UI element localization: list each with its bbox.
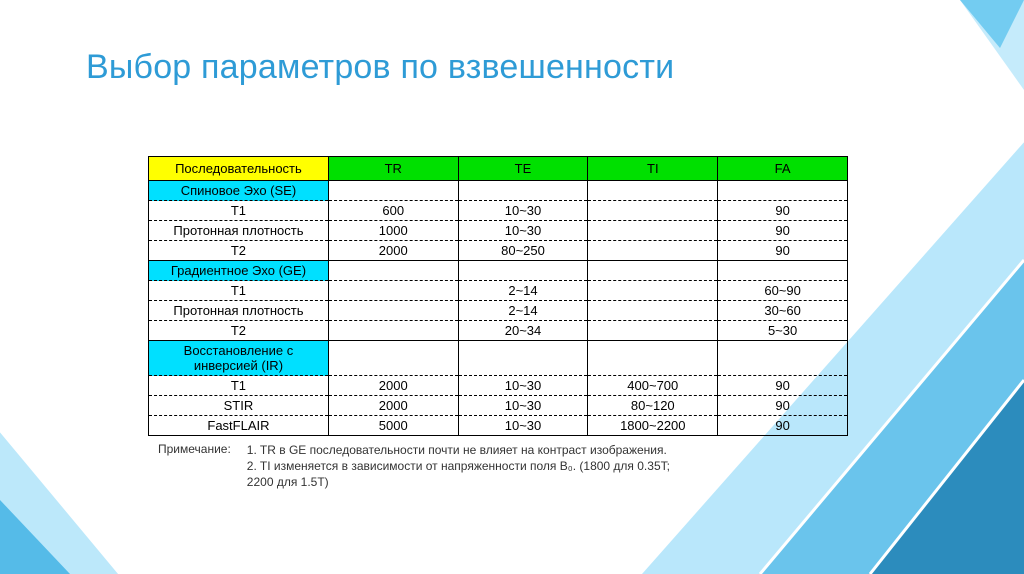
- cell-value: [588, 181, 718, 201]
- table-row: T160010~30 90: [149, 201, 848, 221]
- cell-value: 2~14: [458, 301, 588, 321]
- cell-value: [328, 341, 458, 376]
- table-row: T1200010~30400~70090: [149, 376, 848, 396]
- cell-sequence: Градиентное Эхо (GE): [149, 261, 329, 281]
- cell-value: 600: [328, 201, 458, 221]
- cell-value: [328, 261, 458, 281]
- table-row: Протонная плотность 2~14 30~60: [149, 301, 848, 321]
- cell-sequence: Восстановление с инверсией (IR): [149, 341, 329, 376]
- table-row: STIR200010~3080~12090: [149, 396, 848, 416]
- cell-value: [588, 321, 718, 341]
- cell-sequence: T1: [149, 281, 329, 301]
- cell-value: [588, 261, 718, 281]
- footnote-line-2: 2. TI изменяется в зависимости от напряж…: [247, 458, 848, 474]
- cell-value: [588, 301, 718, 321]
- cell-value: [588, 241, 718, 261]
- table-row: Градиентное Эхо (GE): [149, 261, 848, 281]
- cell-sequence: T2: [149, 321, 329, 341]
- cell-value: [588, 221, 718, 241]
- cell-value: 80~250: [458, 241, 588, 261]
- parameters-table: Последовательность TR TE TI FA Спиновое …: [148, 156, 848, 436]
- cell-value: 80~120: [588, 396, 718, 416]
- cell-value: 2~14: [458, 281, 588, 301]
- col-sequence: Последовательность: [149, 157, 329, 181]
- cell-value: [458, 261, 588, 281]
- cell-sequence: T1: [149, 376, 329, 396]
- cell-sequence: T1: [149, 201, 329, 221]
- footnote: Примечание: 1. TR в GE последовательност…: [148, 442, 848, 491]
- cell-value: 2000: [328, 376, 458, 396]
- cell-value: 10~30: [458, 376, 588, 396]
- cell-value: [588, 341, 718, 376]
- slide: Выбор параметров по взвешенности Последо…: [0, 0, 1024, 574]
- slide-title: Выбор параметров по взвешенности: [86, 48, 674, 87]
- cell-sequence: STIR: [149, 396, 329, 416]
- footnote-body: 1. TR в GE последовательности почти не в…: [247, 442, 848, 491]
- table-row: Спиновое Эхо (SE): [149, 181, 848, 201]
- table-row: T1 2~14 60~90: [149, 281, 848, 301]
- table-row: T2200080~250 90: [149, 241, 848, 261]
- footnote-line-1: 1. TR в GE последовательности почти не в…: [247, 442, 848, 458]
- cell-value: 10~30: [458, 396, 588, 416]
- table-header-row: Последовательность TR TE TI FA: [149, 157, 848, 181]
- cell-sequence: T2: [149, 241, 329, 261]
- cell-value: [458, 341, 588, 376]
- cell-value: [588, 281, 718, 301]
- cell-value: 10~30: [458, 221, 588, 241]
- cell-value: 90: [718, 201, 848, 221]
- col-tr: TR: [328, 157, 458, 181]
- cell-value: 60~90: [718, 281, 848, 301]
- cell-value: 5000: [328, 416, 458, 436]
- cell-value: 10~30: [458, 201, 588, 221]
- cell-sequence: FastFLAIR: [149, 416, 329, 436]
- col-te: TE: [458, 157, 588, 181]
- cell-sequence: Спиновое Эхо (SE): [149, 181, 329, 201]
- cell-value: 30~60: [718, 301, 848, 321]
- cell-value: 10~30: [458, 416, 588, 436]
- cell-value: [718, 181, 848, 201]
- col-fa: FA: [718, 157, 848, 181]
- cell-value: 1800~2200: [588, 416, 718, 436]
- cell-value: 2000: [328, 396, 458, 416]
- cell-value: [328, 301, 458, 321]
- cell-value: 90: [718, 241, 848, 261]
- cell-sequence: Протонная плотность: [149, 301, 329, 321]
- table-row: Протонная плотность100010~30 90: [149, 221, 848, 241]
- footnote-label: Примечание:: [148, 442, 231, 491]
- cell-value: 90: [718, 376, 848, 396]
- footnote-line-3: 2200 для 1.5T): [247, 474, 848, 490]
- cell-value: [718, 261, 848, 281]
- table-row: T2 20~34 5~30: [149, 321, 848, 341]
- cell-value: [328, 321, 458, 341]
- cell-value: [328, 281, 458, 301]
- col-ti: TI: [588, 157, 718, 181]
- cell-value: 90: [718, 416, 848, 436]
- cell-value: 5~30: [718, 321, 848, 341]
- cell-value: [718, 341, 848, 376]
- cell-value: 2000: [328, 241, 458, 261]
- cell-value: 90: [718, 396, 848, 416]
- cell-sequence: Протонная плотность: [149, 221, 329, 241]
- table-row: FastFLAIR500010~301800~220090: [149, 416, 848, 436]
- cell-value: [588, 201, 718, 221]
- cell-value: 1000: [328, 221, 458, 241]
- cell-value: 90: [718, 221, 848, 241]
- cell-value: 400~700: [588, 376, 718, 396]
- cell-value: 20~34: [458, 321, 588, 341]
- cell-value: [328, 181, 458, 201]
- cell-value: [458, 181, 588, 201]
- table-row: Восстановление с инверсией (IR): [149, 341, 848, 376]
